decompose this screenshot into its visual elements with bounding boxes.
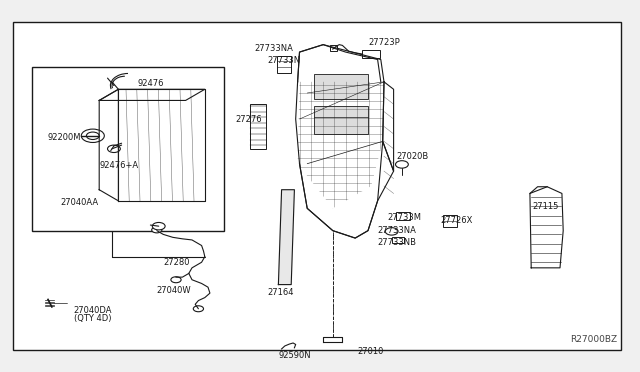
- Text: 27164: 27164: [268, 288, 294, 296]
- Text: 27726X: 27726X: [440, 216, 473, 225]
- Text: (QTY 4D): (QTY 4D): [74, 314, 111, 323]
- Bar: [362, 50, 380, 58]
- Polygon shape: [278, 190, 294, 285]
- Text: 27733NA: 27733NA: [255, 44, 294, 53]
- Text: R27000BZ: R27000BZ: [570, 335, 618, 344]
- Circle shape: [152, 227, 162, 233]
- Circle shape: [396, 161, 408, 168]
- Bar: [250, 104, 266, 149]
- Bar: [330, 45, 337, 51]
- Bar: [392, 237, 404, 243]
- Bar: [277, 56, 291, 73]
- Circle shape: [152, 222, 165, 230]
- Text: 27733M: 27733M: [387, 213, 421, 222]
- Text: 27020B: 27020B: [397, 152, 429, 161]
- Bar: [314, 74, 368, 99]
- Bar: [13, 22, 621, 350]
- Text: 27733NA: 27733NA: [378, 226, 417, 235]
- Bar: [443, 215, 457, 227]
- Text: 27276: 27276: [236, 115, 262, 124]
- Text: 27040W: 27040W: [157, 286, 191, 295]
- Circle shape: [385, 228, 398, 235]
- Circle shape: [171, 277, 181, 283]
- Text: 92476: 92476: [138, 79, 164, 88]
- Text: 27040AA: 27040AA: [61, 198, 99, 207]
- Circle shape: [81, 129, 104, 142]
- Text: 92590N: 92590N: [278, 351, 311, 360]
- Text: 27010: 27010: [357, 347, 383, 356]
- Text: 92476+A: 92476+A: [99, 161, 138, 170]
- Text: 27733NB: 27733NB: [378, 238, 417, 247]
- Circle shape: [108, 145, 120, 153]
- Text: 92200M: 92200M: [48, 133, 81, 142]
- Circle shape: [86, 132, 99, 140]
- Text: 27723P: 27723P: [368, 38, 400, 47]
- Text: 27733N: 27733N: [268, 56, 301, 65]
- Text: 27280: 27280: [163, 258, 189, 267]
- Bar: [32, 67, 224, 231]
- Text: 27040DA: 27040DA: [74, 306, 112, 315]
- Bar: [314, 106, 368, 134]
- Text: 27115: 27115: [532, 202, 559, 211]
- Bar: [396, 212, 410, 220]
- Circle shape: [193, 306, 204, 312]
